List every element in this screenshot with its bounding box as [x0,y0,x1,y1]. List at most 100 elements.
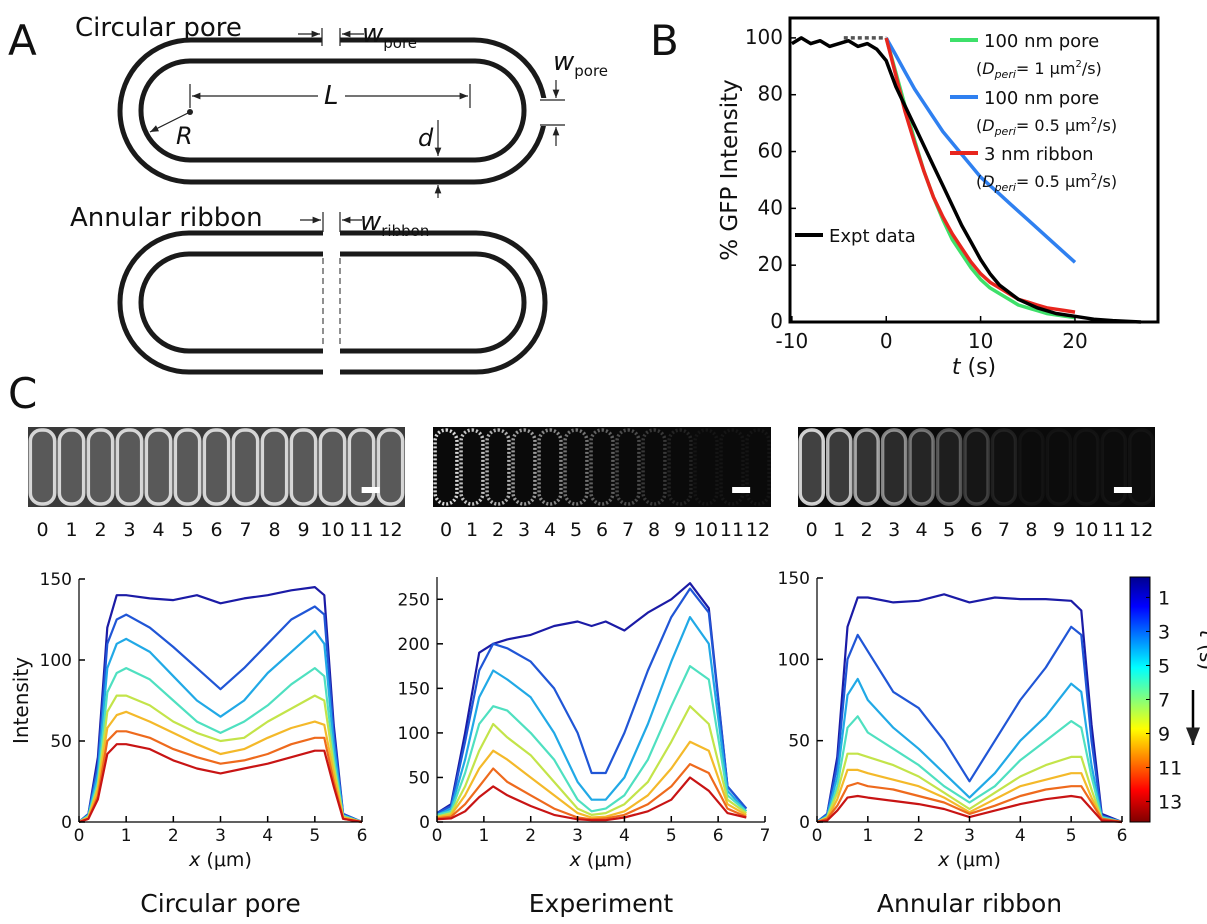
cell-image [459,428,485,506]
series-line [78,694,363,824]
colorbar-tick-label: 7 [1158,690,1170,712]
x-tick-label: 1 [121,826,132,846]
note-part: = 0.5 μm [1016,172,1091,191]
image-frame-label: 11 [349,519,373,541]
series-line [78,730,363,824]
colorbar-tick-label: 3 [1158,621,1170,643]
series-line [816,794,1123,824]
image-frame-label: 10 [1074,519,1098,541]
image-frame-label: 2 [492,519,504,541]
cell-image [615,428,641,506]
image-frame-label: 6 [596,519,608,541]
image-strips: 0 1 2 3 4 5 6 7 8 9 10 11 12 0 1 2 3 4 5 6 7 8 9 10 11 12 0 1 2 3 4 5 6 7… [28,427,1155,541]
x-tick-label: 4 [619,826,630,846]
image-frame-label: 1 [466,519,478,541]
x-tick-label: 2 [168,826,179,846]
cell-image [1045,428,1073,506]
y-tick-label: 150 [398,679,430,699]
label-part: x [188,849,201,871]
label: t (s) [952,355,996,380]
image-frame-label: 7 [239,519,251,541]
label-part: t [952,355,962,380]
colorbar-tick-label: 11 [1158,758,1182,780]
image-frame-label: 5 [570,519,582,541]
y-tick-label: 150 [778,569,810,589]
series-line [78,743,363,824]
y-tick-label: 40 [758,195,783,219]
colorbar-tick-label: 1 [1158,587,1170,609]
cell-image [990,428,1018,506]
series-line [816,781,1123,824]
series-line [436,763,747,821]
cell-image [563,428,589,506]
image-frame-label: 11 [720,519,744,541]
image-frame-label: 0 [440,519,452,541]
cell-image [28,428,57,506]
series-line [436,616,748,816]
series-line [816,768,1123,824]
y-axis-label: Intensity [9,657,33,744]
y-tick-label: 100 [40,651,72,671]
legend-label: 3 nm ribbon [984,144,1094,165]
chart: 0 1 2 3 4 5 6 0 50 100 150 x (μm) Intensity Circular … [9,570,367,918]
y-tick-label: 80 [758,82,783,106]
series-line [78,629,363,824]
cell-image [511,428,537,506]
inner-membrane [138,251,527,354]
series-line [436,740,747,819]
x-tick-label: 2 [913,826,924,846]
x-tick-label: 5 [666,826,677,846]
diagram-circular: Circular pore wpore wpore L R d [75,13,608,198]
note-part: /s) [1097,172,1117,191]
legend-label: 100 nm pore [984,31,1099,52]
cell-image [347,428,376,506]
y-tick-label: 20 [758,252,783,276]
series-line [790,36,1142,324]
colorbar-tick-label: 5 [1158,655,1170,677]
x-tick-label: 6 [713,826,724,846]
note-part: 2 [1091,116,1097,127]
cell-image [853,428,880,506]
series-line [78,710,363,824]
image-frame-label: 6 [970,519,982,541]
cell-image [1100,428,1128,506]
image-frame-label: 10 [694,519,718,541]
label-part: (μm) [949,849,1000,871]
ribbon-gap [323,344,340,380]
legend-label: Expt data [829,226,916,247]
y-tick-label: 0 [799,813,810,833]
inner-membrane [138,58,527,163]
cell-image [880,428,908,506]
label-part: x [569,849,582,871]
image-frame-label: 7 [622,519,634,541]
x-tick-label: 4 [1015,826,1026,846]
y-tick-label: 100 [778,650,810,670]
image-frame-label: 3 [123,519,135,541]
cell-image [935,428,963,506]
cell-image [289,428,318,506]
x-tick-label: 0 [74,826,85,846]
radius-center [187,109,193,115]
cell-image [260,428,289,506]
image-frame-label: 0 [806,519,818,541]
panel-label: A [8,16,37,65]
image-frame-label: 4 [544,519,556,541]
label-part: (s) [961,355,997,380]
y-tick-label: 50 [408,768,430,788]
y-axis-label: % GFP Intensity [717,79,743,261]
y-tick-label: 100 [398,724,430,744]
series-line [78,605,363,824]
note-part: = 1 μm [1016,59,1076,78]
image-frame-label: 12 [746,519,770,541]
series-line [816,715,1123,824]
note-part: peri [994,125,1016,138]
cell-image [825,428,853,506]
x-tick-label: 6 [1117,826,1128,846]
series-line [884,37,1077,264]
cell-image [173,428,202,506]
cell-image [667,428,693,506]
image-frame-label: 5 [181,519,193,541]
series-line [816,677,1123,824]
cell-image [86,428,115,506]
